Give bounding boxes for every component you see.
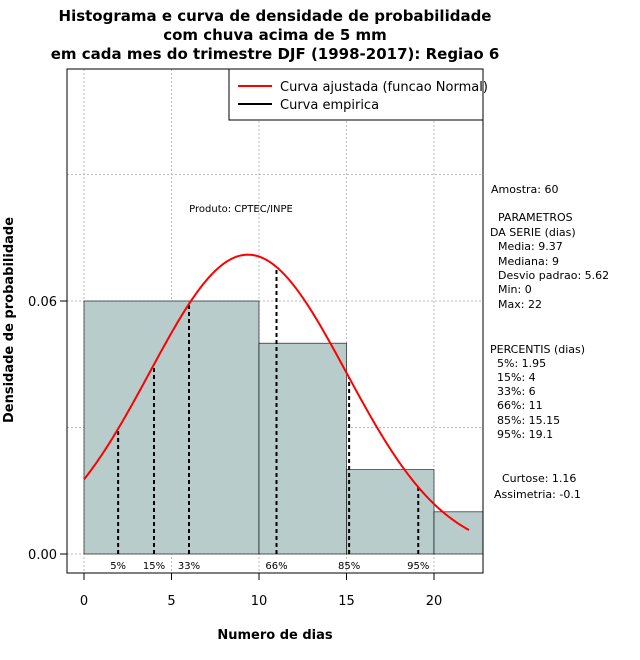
percentile-label-2: 33% xyxy=(178,561,200,572)
normal-curve xyxy=(83,253,470,531)
stat-media: Media: 9.37 xyxy=(498,240,563,253)
x-tick-label-4: 20 xyxy=(426,594,443,609)
percentile-label-0: 5% xyxy=(110,561,126,572)
percentile-lines: 5% 15% 33% 66% 85% 95% xyxy=(110,267,429,572)
stat-curtose: Curtose: 1.16 xyxy=(502,472,576,485)
x-tick-label-1: 5 xyxy=(167,594,175,609)
legend-empirical-label: Curva empirica xyxy=(280,98,379,113)
y-axis-label: Densidade de probabilidade xyxy=(2,217,17,423)
x-tick-label-0: 0 xyxy=(80,594,88,609)
stat-params-header-1: PARAMETROS xyxy=(498,211,573,224)
stat-min: Min: 0 xyxy=(498,283,532,296)
stat-p15: 15%: 4 xyxy=(497,371,536,384)
percentile-label-3: 66% xyxy=(265,561,287,572)
histogram-bar-0 xyxy=(83,300,260,555)
stat-mediana: Mediana: 9 xyxy=(498,255,559,268)
legend-box xyxy=(228,68,484,121)
legend-normal-label: Curva ajustada (funcao Normal) xyxy=(280,80,488,95)
stat-percentis-header: PERCENTIS (dias) xyxy=(490,343,585,356)
chart-title-line-2: com chuva acima de 5 mm xyxy=(163,26,387,44)
stat-p85: 85%: 15.15 xyxy=(497,414,560,427)
stats-panel: Amostra: 60 PARAMETROS DA SERIE (dias) M… xyxy=(490,183,609,501)
y-tick-label-0: 0.00 xyxy=(28,548,57,563)
stat-desvio: Desvio padrao: 5.62 xyxy=(498,269,609,282)
stat-p5: 5%: 1.95 xyxy=(497,357,546,370)
stat-assimetria: Assimetria: -0.1 xyxy=(494,488,581,501)
x-tick-label-3: 15 xyxy=(338,594,355,609)
histogram-bar-3 xyxy=(433,511,484,555)
x-tick-label-2: 10 xyxy=(251,594,268,609)
x-axis: 0 5 10 15 20 xyxy=(80,573,442,609)
stat-sample: Amostra: 60 xyxy=(491,183,558,196)
percentile-label-5: 95% xyxy=(407,561,429,572)
legend: Curva ajustada (funcao Normal) Curva emp… xyxy=(228,68,488,121)
histogram-bars xyxy=(83,300,484,555)
y-axis: 0.00 0.06 xyxy=(28,295,67,563)
chart-title-line-3: em cada mes do trimestre DJF (1998-2017)… xyxy=(51,45,500,63)
stat-params-header-2: DA SERIE (dias) xyxy=(490,226,576,239)
product-annotation: Produto: CPTEC/INPE xyxy=(189,204,293,215)
percentile-label-1: 15% xyxy=(143,561,165,572)
histogram-bar-1 xyxy=(258,342,347,555)
chart-title-line-1: Histograma e curva de densidade de proba… xyxy=(59,7,492,25)
stat-p33: 33%: 6 xyxy=(497,385,536,398)
stat-p66: 66%: 11 xyxy=(497,399,543,412)
y-tick-label-1: 0.06 xyxy=(28,295,57,310)
stat-p95: 95%: 19.1 xyxy=(497,428,553,441)
stat-max: Max: 22 xyxy=(498,298,542,311)
percentile-label-4: 85% xyxy=(338,561,360,572)
x-axis-label: Numero de dias xyxy=(217,628,333,643)
histogram-bar-2 xyxy=(346,469,435,555)
